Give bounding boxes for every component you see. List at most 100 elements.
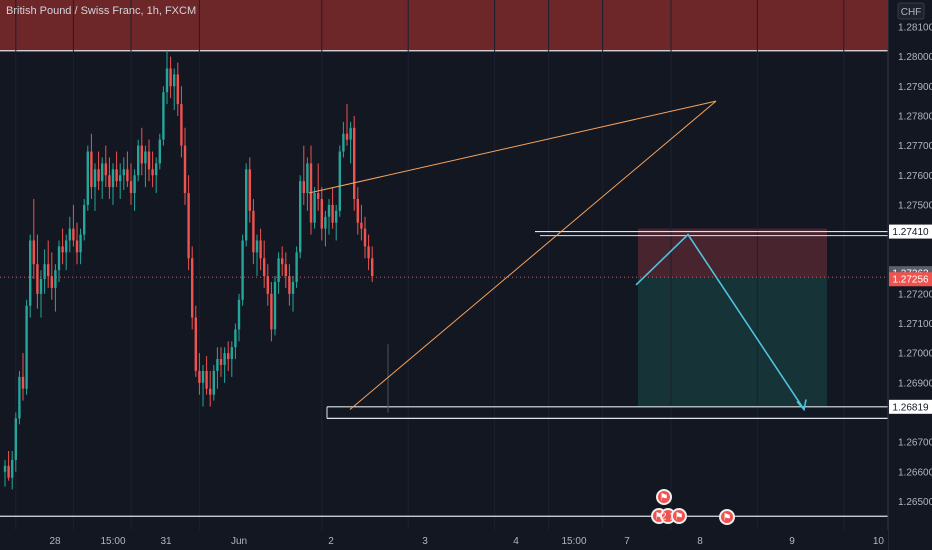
candle-body — [227, 353, 230, 360]
event-marker[interactable] — [656, 489, 672, 505]
candle-body — [317, 193, 320, 199]
candle-body — [79, 234, 82, 253]
candle-body — [324, 216, 327, 229]
candle-body — [263, 258, 266, 277]
time-tick-label: 7 — [624, 536, 630, 547]
candle-body — [129, 181, 133, 194]
wedge-upper-line[interactable] — [308, 100, 717, 194]
price-tick-label: 1.26600 — [898, 467, 932, 478]
time-tick-label: 15:00 — [100, 536, 125, 547]
price-label-bg — [889, 272, 932, 287]
drawings-layer[interactable] — [0, 100, 888, 517]
candle-body — [7, 465, 10, 478]
time-tick-label: 3 — [422, 536, 428, 547]
time-axis-ticks: 28 15:00 31 Jun 2 3 4 15:00 7 8 9 10 — [49, 536, 884, 547]
candle-body — [122, 169, 125, 176]
candle-body — [230, 347, 233, 360]
candle-body — [29, 240, 32, 306]
price-tick-label: 1.26900 — [898, 378, 932, 389]
candle-body — [288, 276, 291, 294]
price-tick-label: 1.27000 — [898, 349, 932, 360]
candle-body — [356, 198, 359, 223]
candle-body — [194, 317, 197, 371]
candle-body — [151, 169, 154, 176]
take-profit-zone[interactable] — [638, 277, 827, 407]
candle-body — [259, 240, 262, 259]
resistance-zone[interactable] — [0, 0, 888, 51]
price-label: 1.27256 — [892, 275, 929, 286]
events-layer[interactable]: ⚑⚑2 1 ⚑ ⚑ — [651, 489, 735, 525]
event-marker[interactable] — [671, 508, 687, 524]
candle-body — [119, 175, 122, 182]
candle-body — [57, 246, 61, 271]
candle-body — [270, 293, 273, 330]
candle-body — [65, 240, 68, 253]
candle-body — [237, 299, 241, 330]
candle-body — [54, 270, 57, 288]
projection-path[interactable] — [635, 233, 805, 410]
price-tick-label: 1.26700 — [898, 438, 932, 449]
candle-body — [39, 279, 43, 294]
candle-body — [165, 68, 169, 93]
candle-body — [137, 145, 140, 176]
event-marker-label: 2 1 — [661, 512, 675, 523]
price-tick-label: 1.28000 — [898, 52, 932, 63]
price-tick-label: 1.27500 — [898, 200, 932, 211]
candle-body — [201, 370, 205, 383]
candle-body — [209, 388, 212, 395]
zones-layer — [0, 0, 888, 407]
wedge-lower-line[interactable] — [349, 100, 717, 410]
candle-body — [176, 74, 179, 105]
candle-body — [14, 418, 17, 460]
candle-body — [327, 204, 331, 217]
candle-body — [133, 175, 136, 194]
time-tick-label: 10 — [873, 536, 885, 547]
price-tick-label: 1.27100 — [898, 319, 932, 330]
candle-body — [291, 281, 295, 294]
candle-body — [335, 210, 338, 223]
candle-body — [101, 163, 104, 182]
time-tick-label: 15:00 — [561, 536, 586, 547]
projection-arrowhead — [796, 399, 807, 412]
price-tick-label: 1.27200 — [898, 289, 932, 300]
price-tick-label: 1.26500 — [898, 497, 932, 508]
candle-body — [115, 169, 118, 182]
event-marker-label: ⚑ — [660, 493, 669, 504]
candle-body — [281, 258, 284, 265]
price-axis-ticks: 1.28100 1.28000 1.27900 1.27800 1.27700 1.276… — [898, 23, 932, 508]
time-axis-panel[interactable] — [0, 530, 888, 550]
candle-body — [223, 353, 226, 366]
candle-body — [111, 169, 115, 188]
event-marker-label: ⚑ — [675, 512, 684, 523]
candle-body — [255, 240, 259, 253]
candle-body — [158, 139, 161, 164]
candle-body — [97, 169, 100, 182]
candle-body — [47, 264, 50, 277]
candle-body — [90, 151, 93, 188]
candle-body — [367, 246, 370, 259]
candle-body — [313, 193, 316, 223]
event-marker-label: ⚑ — [723, 513, 732, 524]
candle-body — [50, 276, 53, 288]
candle-body — [32, 240, 35, 265]
candle-body — [126, 169, 129, 182]
candle-body — [104, 163, 107, 176]
candle-body — [360, 222, 363, 229]
candle-body — [277, 258, 280, 282]
candle-body — [205, 370, 208, 389]
price-label-bg — [889, 399, 932, 414]
candle-body — [295, 252, 298, 282]
candle-body — [169, 68, 172, 87]
candle-body — [61, 246, 64, 253]
candle-body — [216, 359, 219, 371]
time-tick-label: 8 — [697, 536, 703, 547]
candle-body — [25, 305, 28, 389]
candle-body — [299, 181, 302, 253]
candle-body — [162, 92, 165, 140]
currency-badge[interactable] — [897, 2, 925, 20]
price-tick-label: 1.27600 — [898, 171, 932, 182]
event-marker[interactable] — [719, 509, 735, 525]
